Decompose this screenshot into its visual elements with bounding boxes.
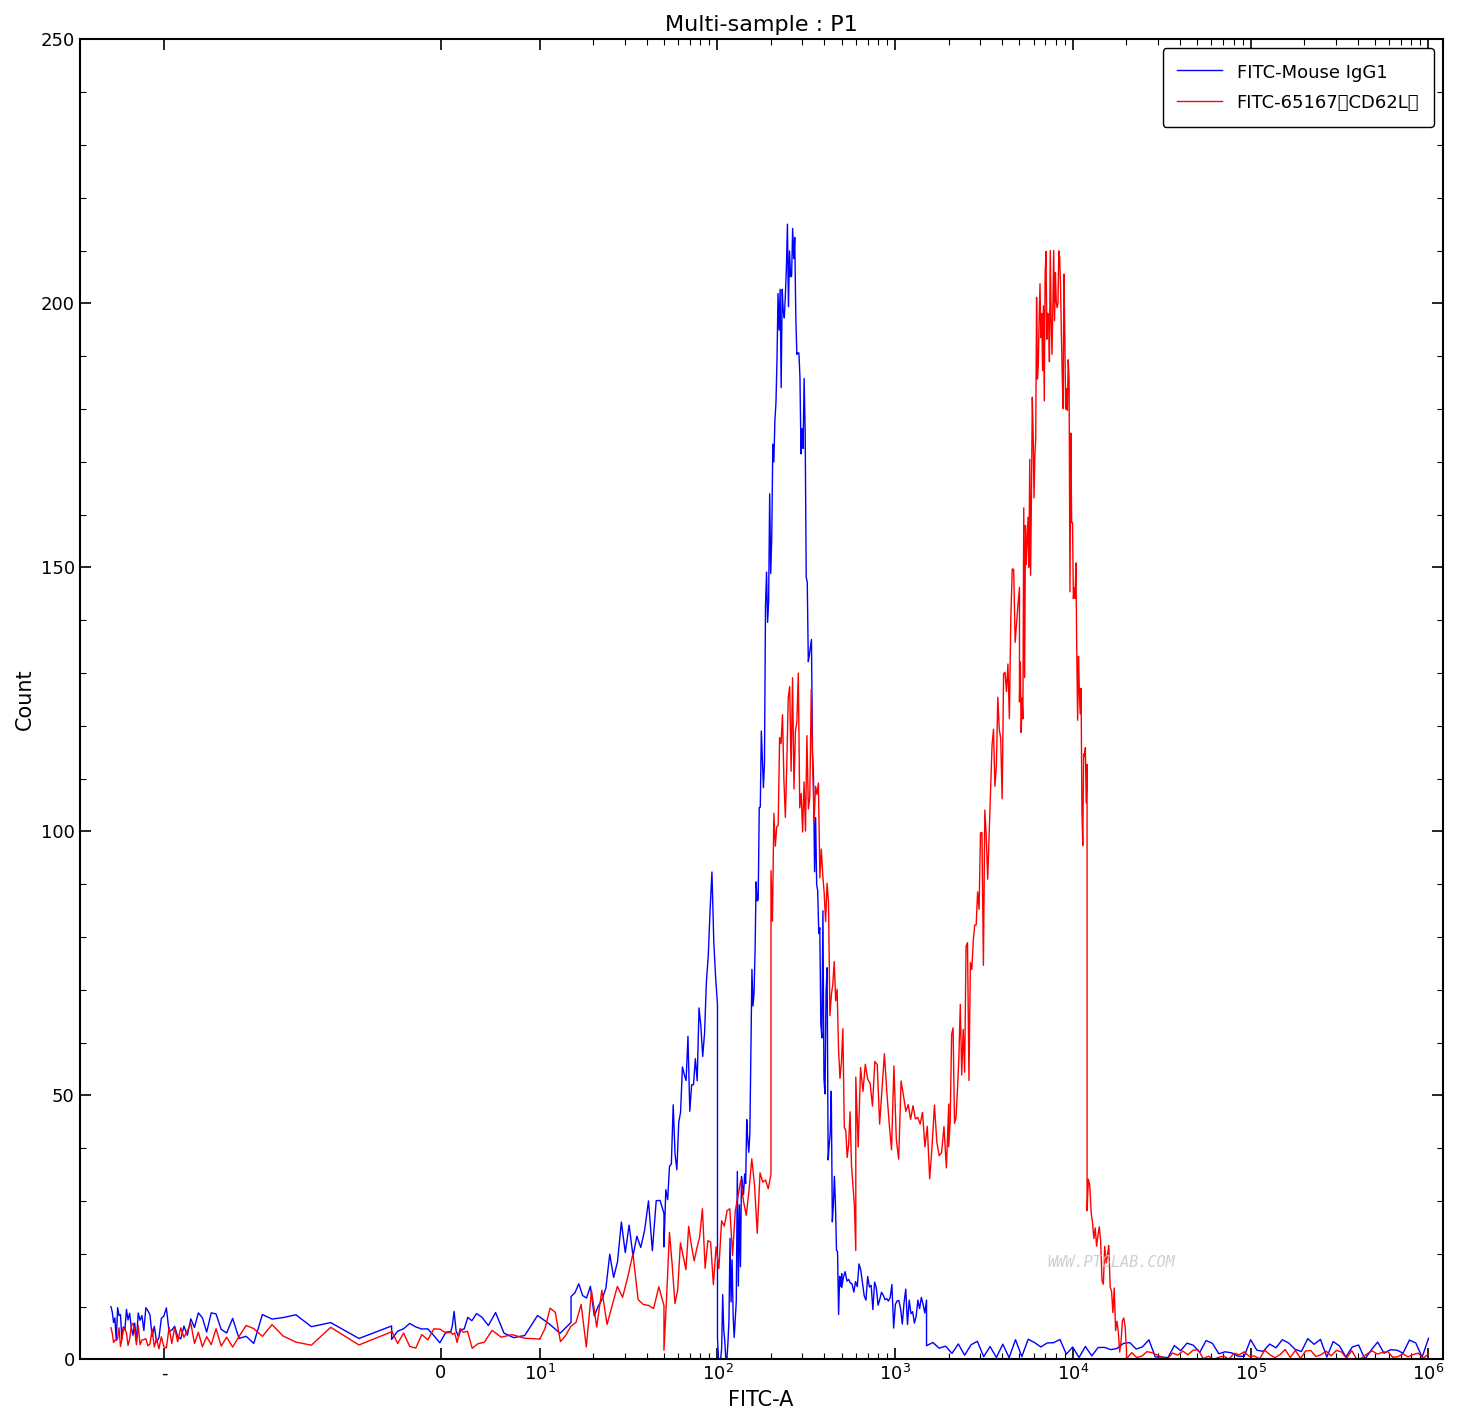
FITC-65167（CD62L） <box>1073 802 1091 819</box>
FITC-Mouse IgG1 <box>1102 1341 1120 1358</box>
FITC-65167（CD62L） <box>102 1320 120 1337</box>
FITC-Mouse IgG1 <box>412 1321 430 1338</box>
FITC-Mouse IgG1 <box>117 1301 135 1318</box>
FITC-Mouse IgG1 <box>102 1298 120 1315</box>
FITC-65167（CD62L） <box>1420 1345 1437 1362</box>
Y-axis label: Count: Count <box>15 668 35 730</box>
FITC-Mouse IgG1 <box>709 1351 727 1368</box>
FITC-Mouse IgG1 <box>779 215 797 232</box>
FITC-65167（CD62L） <box>962 953 980 970</box>
FITC-65167（CD62L） <box>1041 242 1058 259</box>
Text: WWW.PTGLAB.COM: WWW.PTGLAB.COM <box>1047 1255 1175 1270</box>
FITC-65167（CD62L） <box>1221 1351 1238 1368</box>
Legend: FITC-Mouse IgG1, FITC-65167（CD62L）: FITC-Mouse IgG1, FITC-65167（CD62L） <box>1162 48 1434 127</box>
FITC-65167（CD62L） <box>803 681 820 698</box>
FITC-Mouse IgG1 <box>1420 1330 1437 1347</box>
FITC-Mouse IgG1 <box>914 1295 931 1312</box>
FITC-65167（CD62L） <box>431 1321 449 1338</box>
Line: FITC-65167（CD62L）: FITC-65167（CD62L） <box>111 251 1428 1359</box>
FITC-65167（CD62L） <box>577 1338 595 1355</box>
X-axis label: FITC-A: FITC-A <box>728 1389 794 1409</box>
FITC-65167（CD62L） <box>137 1330 155 1347</box>
FITC-Mouse IgG1 <box>757 597 775 614</box>
Line: FITC-Mouse IgG1: FITC-Mouse IgG1 <box>111 224 1428 1359</box>
Title: Multi-sample : P1: Multi-sample : P1 <box>665 16 858 36</box>
FITC-Mouse IgG1 <box>738 1130 756 1147</box>
